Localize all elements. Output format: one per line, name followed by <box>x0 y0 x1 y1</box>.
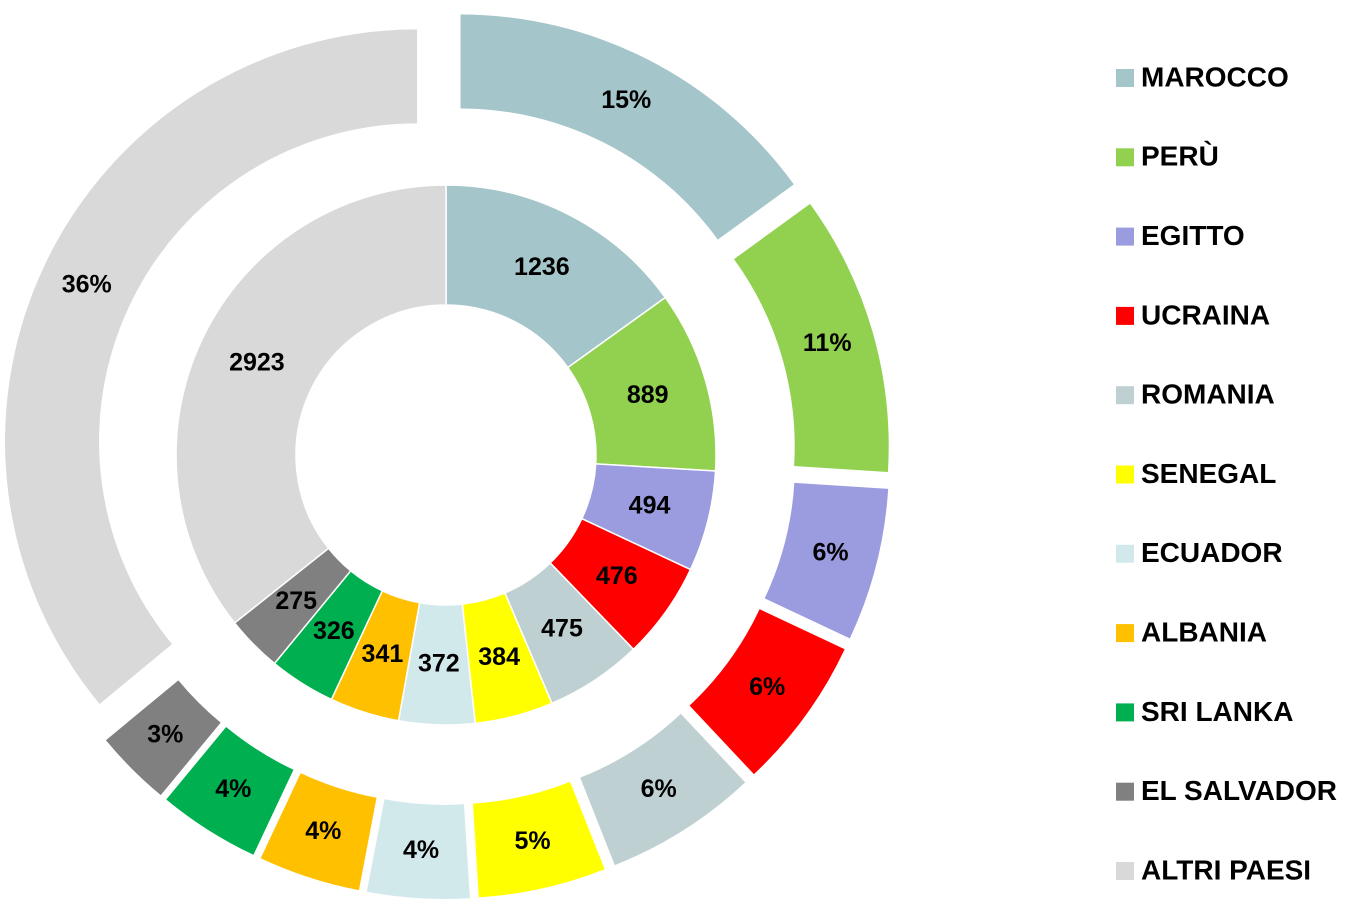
legend-label: UCRAINA <box>1141 299 1270 330</box>
segment-label: 6% <box>641 775 677 803</box>
outer-segment <box>460 14 794 240</box>
legend-label: SENEGAL <box>1141 458 1276 489</box>
legend-swatch <box>1116 386 1134 405</box>
segment-label: 475 <box>541 615 583 643</box>
segment-label: 1236 <box>514 253 570 281</box>
segment-label: 4% <box>403 836 439 864</box>
segment-label: 889 <box>627 381 669 409</box>
segment-label: 5% <box>515 827 551 855</box>
legend-swatch <box>1116 782 1134 801</box>
inner-segment <box>175 184 447 625</box>
legend-swatch <box>1116 227 1134 246</box>
legend-label: SRI LANKA <box>1141 696 1293 727</box>
segment-label: 11% <box>803 329 852 357</box>
segment-label: 341 <box>362 640 404 668</box>
legend-label: ROMANIA <box>1141 379 1275 410</box>
outer-segment <box>689 609 845 775</box>
legend-label: EGITTO <box>1141 220 1245 251</box>
legend-swatch <box>1116 624 1134 643</box>
segment-label: 2923 <box>229 348 285 376</box>
inner-segment <box>445 184 667 369</box>
outer-segment <box>733 203 889 472</box>
segment-label: 36% <box>62 271 112 299</box>
outer-segment <box>580 713 746 866</box>
legend-label: MAROCCO <box>1141 61 1289 92</box>
legend-swatch <box>1116 306 1134 325</box>
segment-label: 6% <box>749 673 785 701</box>
segment-label: 372 <box>418 649 460 677</box>
segment-label: 476 <box>596 562 638 590</box>
segment-label: 6% <box>812 538 848 566</box>
outer-segment <box>764 482 889 639</box>
legend-swatch <box>1116 703 1134 722</box>
legend-swatch <box>1116 465 1134 484</box>
segment-label: 494 <box>629 491 671 519</box>
legend-label: ECUADOR <box>1141 537 1283 568</box>
legend-swatch <box>1116 148 1134 167</box>
segment-label: 384 <box>478 643 520 671</box>
outer-segment <box>260 773 377 891</box>
segment-label: 3% <box>147 720 183 748</box>
outer-segment <box>366 799 470 899</box>
legend-label: PERÙ <box>1141 141 1219 172</box>
segment-label: 4% <box>215 775 251 803</box>
segment-label: 326 <box>313 617 355 645</box>
segment-label: 275 <box>275 587 317 615</box>
legend-label: ALTRI PAESI <box>1141 854 1311 885</box>
outer-segment <box>166 727 294 855</box>
legend-swatch <box>1116 862 1134 880</box>
legend-label: EL SALVADOR <box>1141 775 1337 806</box>
segment-label: 4% <box>305 817 341 845</box>
outer-segment <box>472 781 605 898</box>
legend-swatch <box>1116 544 1134 563</box>
outer-segment <box>5 29 418 704</box>
outer-segment <box>105 680 221 796</box>
segment-label: 15% <box>601 86 651 114</box>
legend-swatch <box>1116 69 1134 87</box>
legend-label: ALBANIA <box>1141 616 1267 647</box>
